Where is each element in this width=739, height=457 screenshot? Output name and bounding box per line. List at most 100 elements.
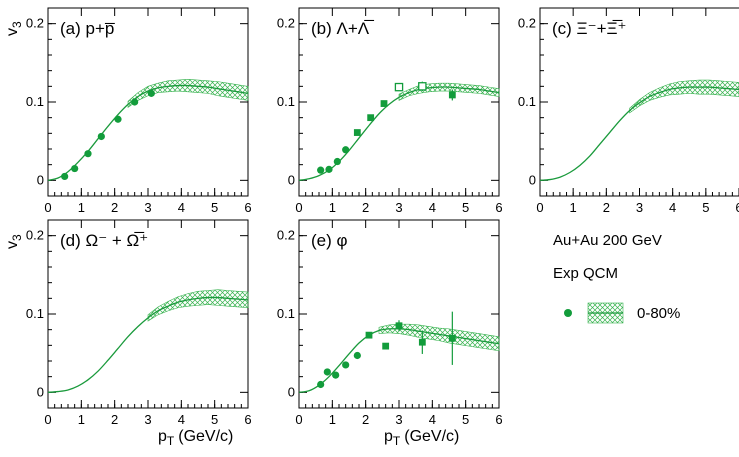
x-tick-label: 3: [395, 412, 402, 427]
x-tick-label: 1: [329, 200, 336, 215]
x-tick-label: 1: [329, 412, 336, 427]
x-tick-label: 0: [44, 412, 51, 427]
y-tick-label: 0.1: [277, 306, 295, 321]
data-point: [342, 361, 350, 369]
x-axis-label-d: pT (GeV/c): [158, 428, 233, 448]
panel-title: (e) φ: [311, 231, 348, 250]
model-band: [378, 323, 500, 352]
x-tick-label: 1: [78, 200, 85, 215]
y-tick-label: 0.2: [518, 16, 536, 31]
x-tick-label: 3: [395, 200, 402, 215]
model-line: [47, 84, 249, 181]
panel-title: (b) Λ+Λ̅: [311, 19, 374, 38]
data-point: [325, 165, 333, 173]
x-tick-label: 3: [144, 200, 151, 215]
data-point: [353, 351, 361, 360]
data-point: [394, 82, 404, 92]
data-point: [97, 132, 105, 141]
x-tick-label: 6: [244, 200, 251, 215]
y-tick-label: 0: [288, 384, 295, 399]
x-tick-label: 4: [669, 200, 676, 215]
data-point: [418, 82, 427, 91]
x-tick-label: 4: [178, 412, 185, 427]
data-point: [365, 331, 373, 339]
x-tick-label: 4: [178, 200, 185, 215]
y-tick-label: 0.1: [26, 306, 44, 321]
data-point: [323, 368, 331, 376]
x-axis-label-e: pT (GeV/c): [384, 428, 459, 448]
data-point: [61, 172, 69, 181]
x-tick-label: 5: [211, 412, 218, 427]
data-point: [367, 114, 375, 122]
panel-title: (a) p+p̅: [60, 19, 115, 38]
data-point: [317, 166, 325, 174]
y-axis-label-bottom: v3: [4, 234, 24, 249]
x-tick-label: 6: [735, 200, 739, 215]
data-point: [147, 89, 155, 97]
x-tick-label: 2: [362, 412, 369, 427]
y-axis-label-top: v3: [4, 21, 24, 36]
legend-exp-marker: [564, 309, 572, 317]
panel-c: 0 1 2 3 4 5 6 0 0.1 0.2 (c) Ξ⁻+Ξ̅⁺: [518, 7, 739, 215]
x-tick-label: 2: [603, 200, 610, 215]
panel-e: 0 1 2 3 4 5 6 0 0.1 0.2 (e) φ: [277, 219, 503, 427]
data-point: [353, 129, 361, 136]
data-point: [418, 338, 426, 346]
data-point: [448, 334, 456, 342]
x-tick-label: 5: [462, 412, 469, 427]
x-tick-label: 1: [570, 200, 577, 215]
panel-d: 0 1 2 3 4 5 6 0 0.1 0.2 (d) Ω⁻ + Ω̅⁺: [26, 219, 252, 427]
legend-centrality: 0-80%: [637, 305, 680, 322]
data-point: [71, 164, 79, 173]
legend-system: Au+Au 200 GeV: [553, 232, 662, 249]
x-tick-label: 0: [536, 200, 543, 215]
x-tick-label: 1: [78, 412, 85, 427]
y-tick-label: 0.1: [277, 94, 295, 109]
y-tick-label: 0.1: [518, 94, 536, 109]
data-point: [131, 98, 139, 106]
data-point: [342, 146, 350, 154]
y-tick-label: 0.2: [26, 228, 44, 243]
data-point: [333, 157, 341, 166]
data-point: [332, 371, 340, 379]
x-tick-label: 0: [295, 200, 302, 215]
x-tick-label: 2: [362, 200, 369, 215]
panel-b: 0 1 2 3 4 5 6 0 0.1 0.2 (b) Λ+Λ̅: [277, 7, 503, 215]
model-line: [47, 296, 249, 393]
x-tick-label: 3: [144, 412, 151, 427]
x-tick-label: 6: [495, 412, 502, 427]
x-tick-label: 4: [429, 412, 436, 427]
x-tick-label: 2: [111, 200, 118, 215]
y-tick-label: 0: [288, 172, 295, 187]
panel-a: 0 1 2 3 4 5 6 0 0.1 0.2 (a) p+p̅: [26, 7, 252, 215]
model-band: [629, 79, 739, 114]
x-tick-label: 5: [211, 200, 218, 215]
x-tick-label: 0: [44, 200, 51, 215]
x-tick-label: 0: [295, 412, 302, 427]
data-point: [448, 91, 456, 99]
legend-sources: Exp QCM: [553, 265, 618, 282]
data-point: [395, 322, 403, 330]
data-point: [114, 115, 122, 123]
x-tick-label: 3: [636, 200, 643, 215]
model-line: [539, 86, 739, 181]
x-tick-label: 5: [462, 200, 469, 215]
data-point: [84, 150, 92, 158]
y-tick-label: 0.2: [26, 16, 44, 31]
x-tick-label: 6: [244, 412, 251, 427]
x-tick-label: 2: [111, 412, 118, 427]
y-tick-label: 0.2: [277, 228, 295, 243]
panel-title: (c) Ξ⁻+Ξ̅⁺: [552, 19, 627, 38]
model-band: [147, 289, 249, 322]
legend: Au+Au 200 GeV Exp QCM 0-80%: [553, 232, 680, 324]
y-tick-label: 0: [529, 172, 536, 187]
data-point: [317, 380, 325, 389]
x-tick-label: 5: [702, 200, 709, 215]
panel-title: (d) Ω⁻ + Ω̅⁺: [60, 231, 148, 250]
data-point: [382, 342, 390, 350]
y-tick-label: 0.2: [277, 16, 295, 31]
x-tick-label: 4: [429, 200, 436, 215]
y-tick-label: 0: [37, 172, 44, 187]
x-tick-label: 6: [495, 200, 502, 215]
